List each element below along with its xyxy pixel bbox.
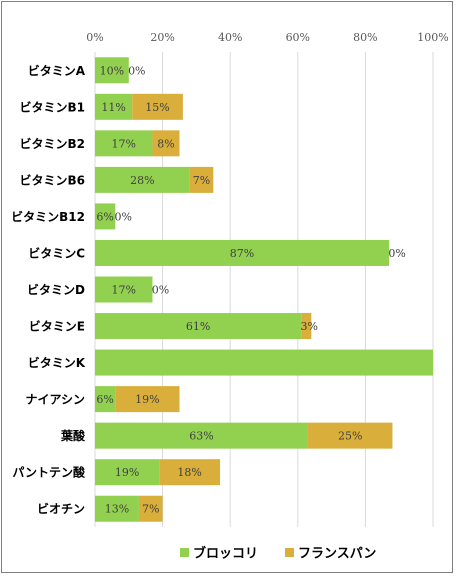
bar-segment	[95, 495, 139, 522]
bar-segment	[301, 313, 312, 340]
x-tick-label: 100%	[417, 31, 448, 44]
data-label: 15%	[145, 101, 169, 114]
legend-label: ブロッコリ	[193, 546, 258, 562]
x-tick-label: 60%	[286, 31, 310, 44]
category-label: ビタミンK	[28, 355, 86, 370]
data-label: 3%	[300, 320, 317, 333]
x-tick-label: 20%	[150, 31, 174, 44]
category-label: ビタミンB1	[20, 99, 86, 114]
x-tick-label: 0%	[86, 31, 103, 44]
category-label: ビタミンD	[27, 282, 85, 297]
data-label: 8%	[157, 137, 174, 150]
data-label: 19%	[115, 466, 139, 479]
data-label: 19%	[135, 393, 159, 406]
bar-segment	[95, 239, 390, 266]
category-label: パントテン酸	[12, 465, 86, 480]
category-label: ビタミンC	[28, 245, 85, 260]
bar-segment	[95, 276, 153, 303]
data-label: 28%	[130, 174, 154, 187]
data-label: 0%	[115, 210, 132, 223]
data-label: 87%	[230, 247, 254, 260]
data-label: 25%	[338, 430, 362, 443]
bar-segment	[159, 459, 221, 486]
bar-segment	[95, 93, 133, 120]
bar-segment	[115, 386, 180, 413]
bars	[95, 57, 433, 522]
legend-swatch	[180, 548, 189, 557]
category-labels: ビタミンA ビタミンB1 ビタミンB2 ビタミンB6 ビタミンB12 ビタミンC ビタミンD…	[11, 63, 86, 516]
bar-segment	[307, 422, 393, 449]
data-label: 63%	[189, 430, 213, 443]
data-label: 10%	[100, 64, 124, 77]
category-label: ビタミンB6	[20, 172, 86, 187]
bar-segment	[95, 349, 433, 376]
bar-segment	[152, 130, 180, 157]
data-label: 7%	[142, 503, 159, 516]
data-label: 13%	[105, 503, 129, 516]
category-label: ビタミンB2	[20, 136, 86, 151]
data-label: 7%	[193, 174, 210, 187]
data-label: 0%	[152, 284, 169, 297]
category-label: ビタミンE	[29, 319, 85, 334]
data-label: 18%	[177, 466, 201, 479]
bar-segment	[95, 130, 153, 157]
bar-segment	[95, 459, 160, 486]
data-label: 61%	[186, 320, 210, 333]
bar-segment	[189, 166, 214, 193]
data-labels: 10% 0%11% 15%17% 8%28% 7%6% 0%87% 0%17% 0%61% 3%…	[96, 64, 405, 515]
data-label: 0%	[388, 247, 405, 260]
bar-segment	[132, 93, 183, 120]
category-label: 葉酸	[60, 428, 86, 443]
bar-segment	[138, 495, 163, 522]
legend-swatch	[285, 548, 294, 557]
data-label: 6%	[96, 210, 113, 223]
x-axis-ticks: 0% 20% 40% 60% 80% 100%	[86, 31, 448, 44]
data-label: 11%	[101, 101, 125, 114]
legend: ブロッコリ フランスパン	[180, 546, 376, 562]
data-label: 17%	[112, 284, 136, 297]
bar-segment	[95, 166, 190, 193]
bar-segment	[95, 57, 129, 84]
x-tick-label: 80%	[353, 31, 377, 44]
category-label: ビタミンA	[28, 63, 86, 78]
bar-segment	[95, 386, 116, 413]
category-label: ビタミンB12	[11, 209, 85, 224]
data-label: 0%	[128, 64, 145, 77]
bar-segment	[95, 203, 116, 230]
x-tick-label: 40%	[218, 31, 242, 44]
bar-segment	[95, 313, 302, 340]
bar-segment	[95, 422, 308, 449]
legend-label: フランスパン	[298, 547, 376, 562]
category-label: ビオチン	[37, 501, 85, 516]
category-label: ナイアシン	[25, 393, 85, 407]
data-label: 6%	[96, 393, 113, 406]
data-label: 17%	[112, 137, 136, 150]
